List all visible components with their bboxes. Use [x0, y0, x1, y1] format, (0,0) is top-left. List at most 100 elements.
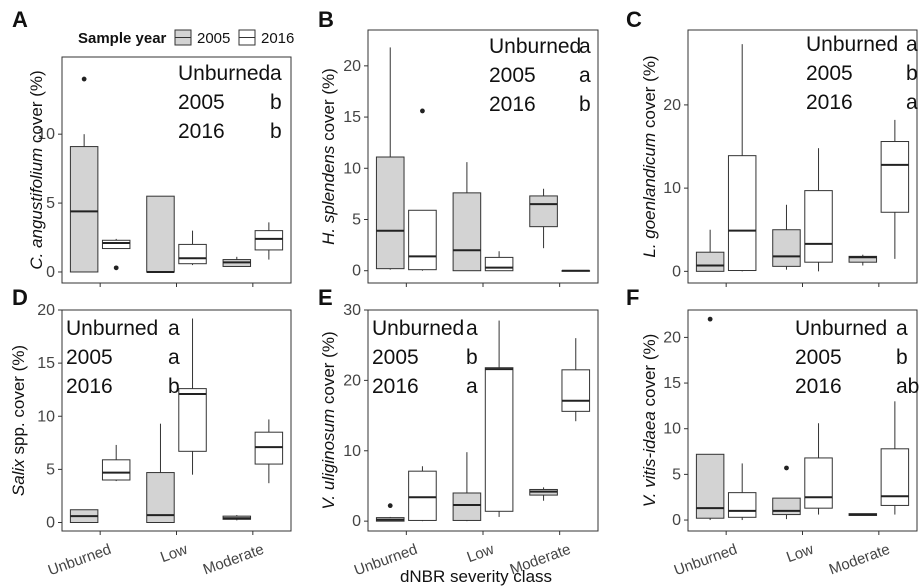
- box-low-2016: [804, 423, 833, 515]
- outlier-point: [420, 108, 425, 114]
- significance-label: 2005: [66, 346, 113, 369]
- significance-label: 2016: [489, 93, 536, 116]
- y-tick-label: 0: [46, 515, 55, 532]
- box-unburned-2005: [375, 47, 405, 270]
- x-tick-label: Low: [158, 541, 190, 566]
- significance-letter: a: [466, 375, 478, 398]
- box-iqr: [101, 239, 131, 250]
- box-unburned-2005: [375, 503, 405, 522]
- significance-letter: b: [270, 120, 282, 143]
- box-moderate-2016: [254, 419, 284, 484]
- y-axis-title-taxon: V. vitis-idaea: [640, 411, 659, 507]
- box-unburned-2005: [69, 76, 99, 273]
- y-tick-label: 20: [663, 97, 681, 114]
- y-axis-title-taxon: V. uliginosum: [319, 409, 338, 510]
- significance-letter: b: [579, 93, 591, 116]
- y-axis-title-unit: spp. cover (%): [9, 345, 28, 459]
- panel-letter: C: [626, 7, 642, 32]
- box-iqr: [804, 457, 833, 509]
- significance-letter: a: [906, 91, 918, 114]
- y-axis-title: Salix spp. cover (%): [9, 345, 28, 496]
- box-unburned-2005: [69, 509, 99, 523]
- panel-D: 0 5 10 15 20 Unburned Low Moderate Salix spp. co…: [9, 285, 292, 579]
- box-low-2016: [178, 230, 207, 266]
- significance-letter: a: [466, 317, 478, 340]
- y-axis-title-taxon: Salix: [9, 459, 28, 496]
- y-tick-label: 10: [343, 160, 361, 177]
- box-unburned-2016: [408, 466, 437, 522]
- box-low-2005: [452, 162, 482, 272]
- outlier-point: [387, 503, 393, 509]
- panel-frame: [61, 309, 292, 532]
- significance-label: 2005: [806, 62, 853, 85]
- x-tick-label: Unburned: [672, 541, 740, 580]
- box-low-2005: [772, 204, 801, 270]
- y-tick-label: 0: [352, 513, 361, 530]
- significance-letter: b: [466, 346, 478, 369]
- y-tick-label: 0: [46, 264, 55, 281]
- y-tick-label: 0: [672, 512, 681, 529]
- box-low-2016: [484, 320, 514, 517]
- significance-label: Unburned: [372, 317, 464, 340]
- significance-label: 2005: [795, 346, 842, 369]
- box-iqr: [772, 229, 801, 267]
- x-axis-title: dNBR severity class: [400, 567, 552, 586]
- box-iqr: [254, 230, 284, 251]
- box-iqr: [408, 209, 437, 271]
- significance-label: Unburned: [66, 317, 158, 340]
- significance-letter: b: [168, 375, 180, 398]
- y-axis-title-unit: cover (%): [319, 331, 338, 408]
- x-tick-label: Low: [784, 541, 816, 566]
- y-tick-label: 10: [37, 408, 55, 425]
- box-moderate-2016: [561, 338, 591, 422]
- box-iqr: [375, 156, 405, 270]
- box-moderate-2005: [848, 254, 878, 266]
- significance-letter: b: [906, 62, 918, 85]
- y-axis-title: L. goenlandicum cover (%): [640, 55, 659, 257]
- y-tick-label: 10: [663, 180, 681, 197]
- y-tick-label: 10: [343, 443, 361, 460]
- box-iqr: [529, 195, 558, 228]
- legend-title: Sample year: [78, 30, 167, 47]
- y-tick-label: 20: [663, 329, 681, 346]
- significance-label: 2016: [66, 375, 113, 398]
- box-moderate-2016: [561, 269, 591, 272]
- box-iqr: [695, 251, 725, 272]
- y-axis-title-unit: cover (%): [640, 55, 659, 132]
- box-iqr: [101, 459, 131, 481]
- significance-label: 2005: [489, 64, 536, 87]
- legend-label-2016: 2016: [261, 30, 294, 47]
- significance-label: 2016: [795, 375, 842, 398]
- significance-label: Unburned: [178, 62, 270, 85]
- legend-label-2005: 2005: [197, 30, 230, 47]
- y-axis-title-unit: cover (%): [27, 70, 46, 147]
- y-tick-label: 10: [663, 421, 681, 438]
- significance-letter: a: [168, 346, 180, 369]
- x-tick-label: Moderate: [827, 541, 892, 579]
- box-low-2016: [178, 318, 207, 475]
- y-axis-title-unit: cover (%): [640, 334, 659, 411]
- outlier-point: [707, 316, 713, 322]
- significance-letter: a: [896, 317, 908, 340]
- y-tick-label: 20: [37, 302, 55, 319]
- box-low-2005: [146, 423, 175, 523]
- y-tick-label: 15: [343, 109, 361, 126]
- y-axis-title-taxon: H. splendens: [319, 145, 338, 245]
- outlier-point: [784, 465, 789, 471]
- box-unburned-2016: [408, 108, 437, 271]
- box-iqr: [452, 492, 482, 521]
- y-axis-title: V. uliginosum cover (%): [319, 331, 338, 509]
- box-moderate-2016: [880, 401, 910, 515]
- y-tick-label: 5: [46, 461, 55, 478]
- box-moderate-2005: [222, 515, 252, 521]
- significance-letter: a: [579, 64, 591, 87]
- significance-label: 2005: [372, 346, 419, 369]
- y-tick-label: 30: [343, 302, 361, 319]
- significance-label: 2016: [178, 120, 225, 143]
- y-axis-title-unit: cover (%): [319, 68, 338, 145]
- significance-label: 2016: [372, 375, 419, 398]
- y-axis-title: C. angustifolium cover (%): [27, 70, 46, 269]
- box-unburned-2016: [727, 463, 757, 521]
